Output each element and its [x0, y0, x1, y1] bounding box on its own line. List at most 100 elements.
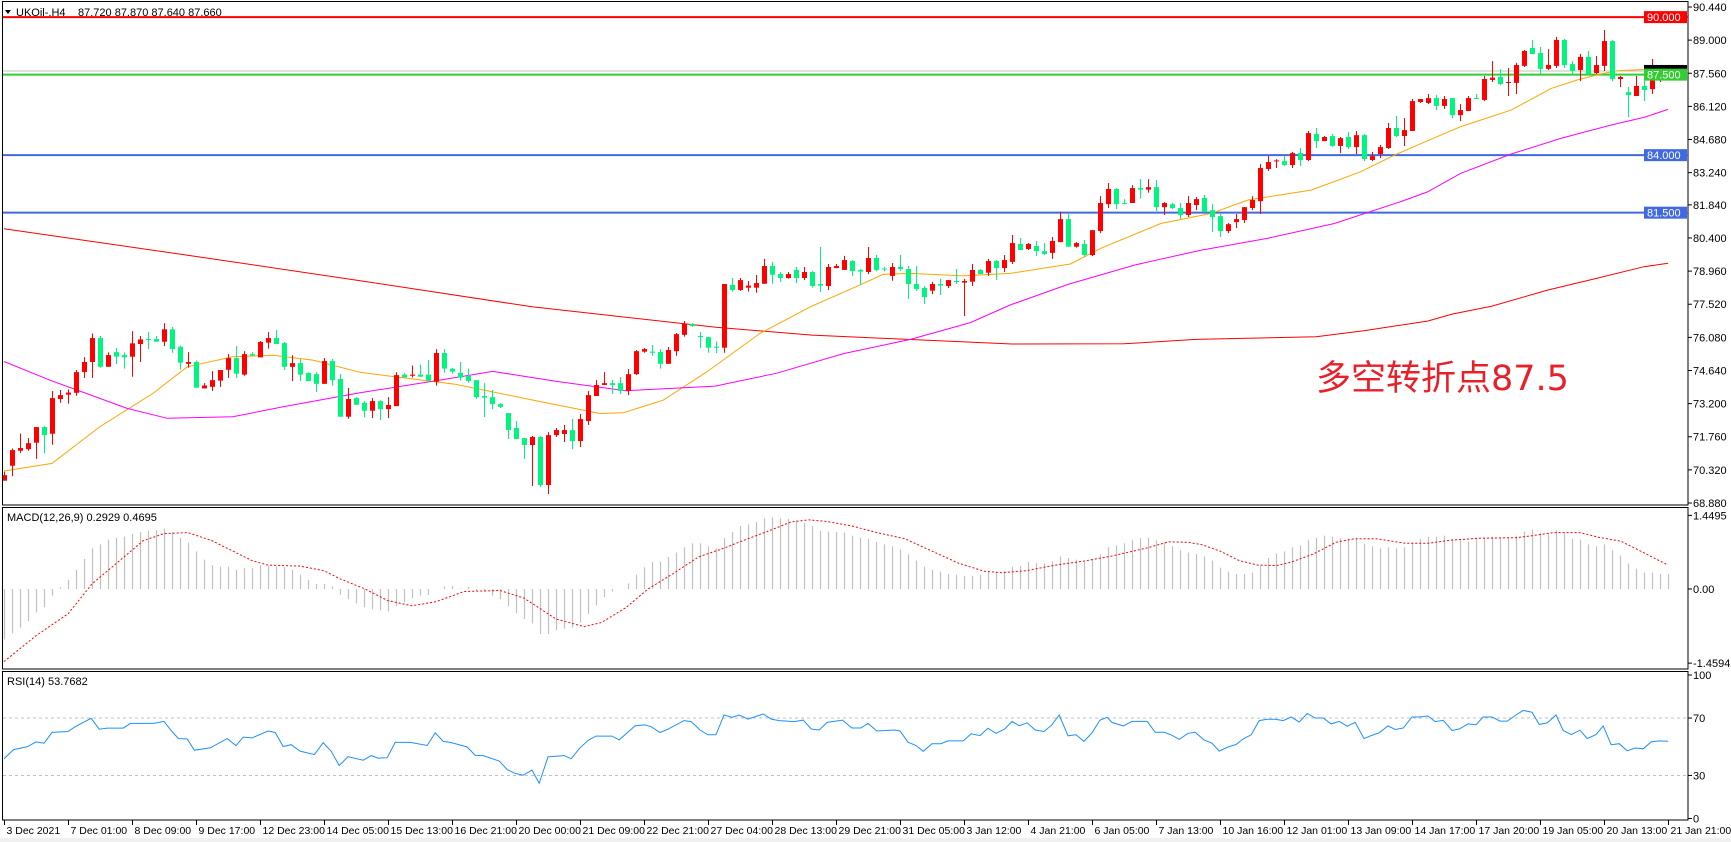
- rsi-line: [3, 709, 1669, 785]
- time-axis-label: 12 Dec 23:00: [263, 825, 326, 837]
- candle-body: [1386, 128, 1391, 149]
- symbol-header[interactable]: UKOil-.H4 87.720 87.870 87.640 87.660: [5, 7, 222, 19]
- candle-body: [1178, 208, 1183, 215]
- candle: [66, 389, 71, 404]
- candle-body: [138, 339, 143, 345]
- candle-body: [1418, 99, 1423, 103]
- candle-body: [186, 361, 191, 364]
- time-axis-label: 17 Jan 20:00: [1479, 825, 1540, 837]
- candle-body: [706, 337, 711, 348]
- candle: [1018, 237, 1023, 250]
- candle: [1426, 93, 1431, 105]
- candle-body: [1234, 219, 1239, 223]
- candle-body: [1034, 246, 1039, 252]
- macd-plot: [3, 517, 1670, 662]
- candle-body: [410, 374, 415, 376]
- rsi-panel[interactable]: [2, 671, 1689, 821]
- time-axis-label: 6 Jan 05:00: [1095, 825, 1150, 837]
- candle-body: [58, 395, 63, 400]
- candle: [1010, 234, 1015, 264]
- level-tag-background: [1644, 11, 1687, 24]
- candle: [810, 271, 815, 288]
- candle: [394, 372, 399, 407]
- candle: [362, 401, 367, 418]
- time-axis-label: 15 Dec 13:00: [391, 825, 454, 837]
- candle: [162, 323, 167, 347]
- time-axis-label: 20 Dec 00:00: [519, 825, 582, 837]
- candle-body: [1506, 81, 1511, 83]
- candle: [754, 275, 759, 293]
- candle-body: [490, 397, 495, 405]
- candle-body: [1074, 243, 1079, 247]
- candle-body: [1210, 210, 1215, 218]
- candle-body: [1634, 85, 1639, 97]
- candle-body: [42, 427, 47, 436]
- candle: [98, 335, 103, 368]
- candle-body: [762, 266, 767, 284]
- candle: [1034, 240, 1039, 256]
- level-tag-background: [1644, 149, 1687, 162]
- candle-body: [1114, 188, 1119, 205]
- candle-body: [578, 419, 583, 442]
- candle-body: [530, 436, 535, 446]
- candle-body: [1202, 197, 1207, 212]
- time-axis-label: 13 Jan 09:00: [1351, 825, 1412, 837]
- candle-body: [610, 383, 615, 385]
- candle: [42, 426, 47, 454]
- candle-body: [1498, 76, 1503, 85]
- candle: [322, 358, 327, 384]
- candle: [522, 438, 527, 460]
- candle-body: [1298, 153, 1303, 160]
- candle: [154, 335, 159, 342]
- candle: [1586, 50, 1591, 76]
- level-price-tag: 81.500: [1644, 206, 1687, 220]
- candle: [850, 260, 855, 276]
- candle: [954, 269, 959, 284]
- candle-body: [250, 354, 255, 356]
- candle: [274, 329, 279, 345]
- time-axis-label: 3 Jan 12:00: [967, 825, 1022, 837]
- candle-body: [1578, 56, 1583, 71]
- candle: [218, 370, 223, 387]
- candle-body: [810, 272, 815, 287]
- rsi-axis-label: 70: [1693, 713, 1705, 725]
- candle: [666, 347, 671, 364]
- candle-body: [1322, 136, 1327, 142]
- candle-body: [1362, 135, 1367, 160]
- candle: [946, 280, 951, 289]
- candle-body: [418, 374, 423, 377]
- dropdown-triangle-icon[interactable]: [5, 10, 11, 14]
- candle: [1306, 131, 1311, 162]
- bottom-status-strip: [0, 838, 1731, 842]
- candle-body: [1082, 243, 1087, 255]
- candle-body: [74, 372, 79, 393]
- candle-body: [1274, 160, 1279, 162]
- candle-body: [1562, 39, 1567, 65]
- candle: [242, 351, 247, 376]
- candle: [1050, 237, 1055, 259]
- candle-body: [290, 363, 295, 367]
- candle: [962, 278, 967, 316]
- price-axis-label: 83.240: [1693, 168, 1727, 180]
- candle: [370, 398, 375, 419]
- candle: [610, 380, 615, 394]
- candle: [1314, 128, 1319, 149]
- candle: [514, 421, 519, 440]
- price-axis-label: 77.520: [1693, 299, 1727, 311]
- candle: [994, 260, 999, 281]
- candle-body: [522, 438, 527, 446]
- candle: [1194, 197, 1199, 211]
- price-axis-label: 70.320: [1693, 465, 1727, 477]
- candle: [1098, 196, 1103, 234]
- main-price-panel[interactable]: [2, 1, 1689, 506]
- candle-body: [906, 269, 911, 284]
- time-axis-label: 14 Dec 05:00: [327, 825, 390, 837]
- candle-body: [1026, 243, 1031, 250]
- candle-body: [466, 376, 471, 382]
- candle: [82, 357, 87, 378]
- candle-body: [1442, 99, 1447, 106]
- candle: [298, 358, 303, 382]
- macd-panel[interactable]: [2, 507, 1689, 670]
- candle: [938, 278, 943, 296]
